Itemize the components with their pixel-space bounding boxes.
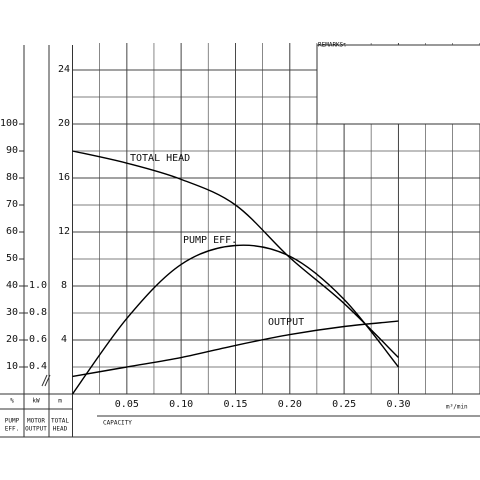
y2-tick-label: 90 [6, 145, 18, 156]
axis-name: HEAD [53, 426, 68, 433]
axis-name: PUMP [5, 418, 20, 425]
y2-tick-label: 40 [6, 280, 18, 291]
curve-label: TOTAL HEAD [130, 153, 190, 164]
y2-tick-label: 30 [6, 307, 18, 318]
y2-tick-label: 70 [6, 199, 18, 210]
y3-tick-label: 0.8 [29, 307, 47, 318]
y2-tick-label: 80 [6, 172, 18, 183]
curve-label: PUMP EFF. [183, 235, 237, 246]
y-tick-label: 20 [58, 118, 70, 129]
axis-break [44, 374, 51, 387]
axis-name: TOTAL [51, 418, 69, 425]
y3-tick-label: 0.4 [29, 361, 47, 372]
y2-tick-label: 10 [6, 361, 18, 372]
x-tick-label: 0.05 [115, 399, 139, 410]
y-tick-label: 8 [61, 280, 67, 291]
axis-header: kW [32, 398, 40, 405]
y3-tick-label: 0.6 [29, 334, 47, 345]
x-tick-label: 0.30 [386, 399, 410, 410]
x-axis-label: CAPACITY [103, 420, 132, 427]
x-tick-label: 0.10 [169, 399, 193, 410]
axis-name: OUTPUT [25, 426, 47, 433]
curve [72, 320, 399, 378]
x-tick-label: 0.15 [223, 399, 247, 410]
axis-break [41, 374, 48, 387]
y-tick-label: 4 [61, 334, 67, 345]
y2-tick-label: 20 [6, 334, 18, 345]
axis-name: MOTOR [27, 418, 45, 425]
remarks-label: REMARKS: [318, 42, 347, 49]
curve-label: OUTPUT [268, 317, 304, 328]
x-unit: m³/min [446, 404, 468, 411]
y2-tick-label: 100 [0, 118, 18, 129]
axis-header: % [10, 398, 14, 405]
axis-name: EFF. [5, 426, 19, 433]
y-tick-label: 24 [58, 64, 70, 75]
remarks-box [316, 44, 480, 125]
y3-tick-label: 1.0 [29, 280, 47, 291]
axis-header: m [58, 398, 62, 405]
curve [72, 150, 399, 359]
y-tick-label: 12 [58, 226, 70, 237]
y-tick-label: 16 [58, 172, 70, 183]
x-tick-label: 0.20 [278, 399, 302, 410]
y2-tick-label: 60 [6, 226, 18, 237]
y2-tick-label: 50 [6, 253, 18, 264]
x-tick-label: 0.25 [332, 399, 356, 410]
curve [71, 244, 400, 395]
